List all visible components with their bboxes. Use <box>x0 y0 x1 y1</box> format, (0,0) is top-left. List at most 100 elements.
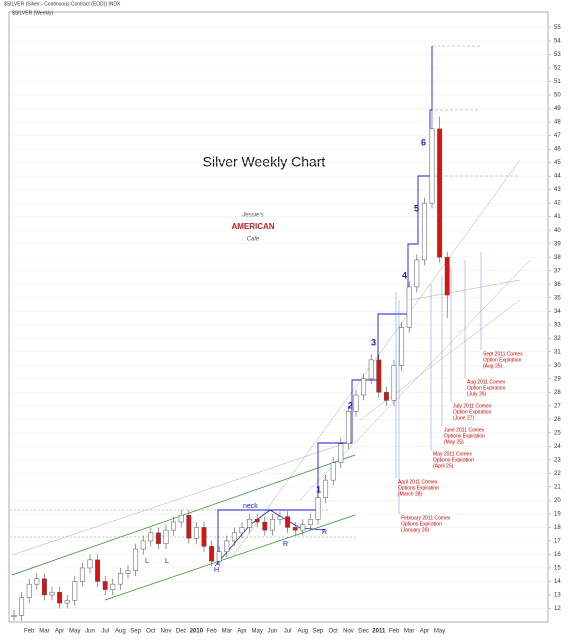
y-tick-label: 49 <box>554 106 561 112</box>
x-tick-label: 2011 <box>372 629 386 635</box>
x-tick-label: Sep <box>130 629 141 635</box>
y-tick-label: 30 <box>554 363 561 369</box>
y-tick-label: 55 <box>554 25 561 31</box>
candle-body <box>406 286 412 328</box>
candle-body <box>383 392 389 401</box>
pattern-label: L <box>165 558 169 565</box>
candle-body <box>437 128 443 258</box>
plot-frame <box>8 11 549 623</box>
expiry-note: Option Expiration <box>467 385 506 391</box>
candle-body <box>361 378 367 396</box>
x-tick-label: Oct <box>146 629 156 635</box>
logo: Jessie's AMERICAN Cafe <box>231 213 274 243</box>
candle-body <box>285 516 291 528</box>
y-tick-label: 24 <box>554 444 561 450</box>
candle-body <box>216 551 222 562</box>
y-tick-label: 20 <box>554 498 561 504</box>
x-tick-label: Feb <box>206 629 217 635</box>
y-tick-label: 31 <box>554 349 561 355</box>
candle-body <box>72 581 78 601</box>
expiry-note: (March 28) <box>398 491 423 497</box>
y-tick-label: 21 <box>554 484 561 490</box>
candle-body <box>41 578 47 596</box>
candle-body <box>353 394 359 412</box>
candle-body <box>262 521 268 531</box>
y-tick-label: 23 <box>554 457 561 463</box>
x-tick-label: May <box>434 629 445 635</box>
candle-body <box>19 597 25 616</box>
candle-body <box>429 128 435 204</box>
x-tick-label: May <box>252 629 263 635</box>
expiry-note: (June 27) <box>453 415 474 421</box>
candle-body <box>292 527 298 531</box>
candle-body <box>391 365 397 401</box>
y-tick-label: 19 <box>554 511 561 517</box>
x-tick-label: Dec <box>176 629 187 635</box>
x-tick-label: Jun <box>268 629 278 635</box>
x-tick-label: Nov <box>343 629 354 635</box>
legend-label: $SILVER (Weekly) <box>12 10 54 16</box>
y-tick-label: 39 <box>554 241 561 247</box>
y-tick-label: 16 <box>554 552 561 558</box>
candle-body <box>95 559 101 582</box>
y-tick-label: 25 <box>554 430 561 436</box>
candle-body <box>224 540 230 552</box>
x-tick-label: Aug <box>297 629 308 635</box>
candle-body <box>171 521 177 531</box>
expiry-note: Options Expiration <box>444 433 485 439</box>
candle-body <box>102 581 108 590</box>
x-tick-label: Feb <box>24 629 35 635</box>
candle-body <box>193 527 199 539</box>
y-tick-label: 32 <box>554 336 561 342</box>
expiry-note: Options Expiration <box>401 521 442 527</box>
y-tick-label: 12 <box>554 606 561 612</box>
y-tick-label: 42 <box>554 201 561 207</box>
y-tick-label: 27 <box>554 403 561 409</box>
logo-text: AMERICAN <box>231 222 274 231</box>
candle-body <box>87 559 93 569</box>
candle-body <box>117 573 123 585</box>
y-tick-label: 52 <box>554 66 561 72</box>
y-tick-label: 47 <box>554 133 561 139</box>
y-tick-label: 44 <box>554 174 561 180</box>
x-tick-label: Apr <box>55 629 64 635</box>
x-tick-label: 2010 <box>190 629 204 635</box>
candle-body <box>277 516 283 520</box>
expiry-note: (January 26) <box>401 527 429 533</box>
candle-body <box>163 529 169 544</box>
pattern-label: H <box>214 567 219 574</box>
expiry-note: July 2011 Comex <box>453 403 492 409</box>
x-tick-label: Dec <box>358 629 369 635</box>
trend-line <box>229 159 521 561</box>
x-tick-label: Mar <box>404 629 414 635</box>
expiry-note: April 2011 Comex <box>398 479 438 485</box>
y-tick-label: 38 <box>554 255 561 261</box>
candle-body <box>269 519 275 531</box>
y-tick-label: 15 <box>554 566 561 572</box>
expiry-note: (April 25) <box>433 463 454 469</box>
candle-body <box>209 546 215 562</box>
candle-body <box>421 202 427 261</box>
y-tick-label: 50 <box>554 93 561 99</box>
candle-body <box>148 532 154 542</box>
wave-label: 4 <box>402 270 407 280</box>
expiry-note: Option Expiration <box>453 409 492 415</box>
wave-label: 3 <box>371 337 376 347</box>
header: $SILVER (Silver - Continuous Contract (E… <box>4 1 121 7</box>
wave-label: 2 <box>348 400 353 410</box>
candle-body <box>368 359 374 380</box>
logo-text: Cafe <box>247 237 260 243</box>
x-tick-label: Jul <box>101 629 109 635</box>
x-tick-label: Sep <box>313 629 324 635</box>
y-tick-label: 22 <box>554 471 561 477</box>
expiry-note: February 2011 Comex <box>401 515 451 521</box>
x-tick-label: Jun <box>85 629 95 635</box>
y-tick-label: 40 <box>554 228 561 234</box>
candle-body <box>201 527 207 547</box>
candle-body <box>11 614 17 617</box>
candle-body <box>79 567 85 582</box>
candle-body <box>133 548 139 571</box>
candle-body <box>300 524 306 531</box>
x-tick-label: May <box>69 629 80 635</box>
